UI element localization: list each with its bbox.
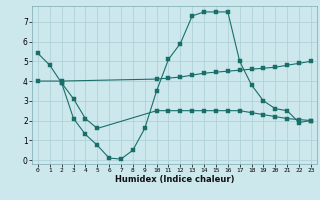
X-axis label: Humidex (Indice chaleur): Humidex (Indice chaleur) xyxy=(115,175,234,184)
